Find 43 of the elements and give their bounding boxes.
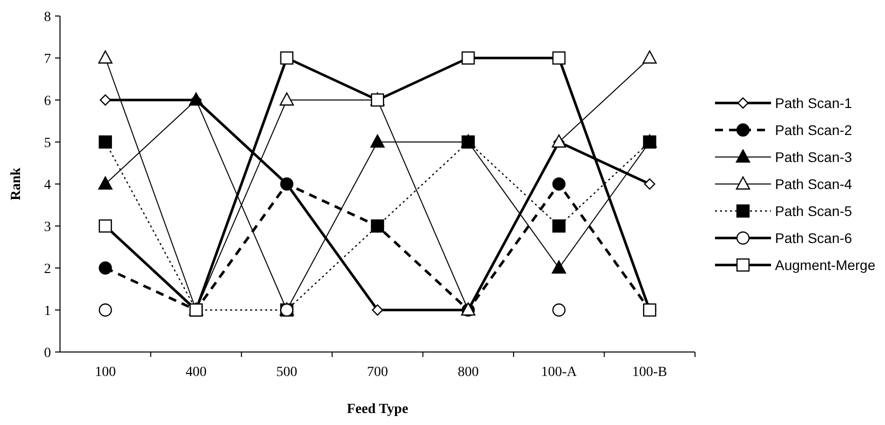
point <box>370 134 385 148</box>
point <box>372 304 384 316</box>
legend-label: Path Scan-2 <box>775 122 852 138</box>
point <box>100 94 111 106</box>
legend-label: Augment-Merge <box>775 256 876 273</box>
point <box>98 219 112 233</box>
y-tick-label: 0 <box>44 346 51 361</box>
x-tick-label: 500 <box>276 365 298 380</box>
x-tick-label: 100-B <box>632 365 668 380</box>
point <box>552 219 566 233</box>
x-tick-label: 800 <box>458 365 479 380</box>
y-tick-label: 1 <box>44 304 51 319</box>
x-tick-label: 700 <box>367 365 388 380</box>
y-tick-label: 6 <box>44 94 51 109</box>
point <box>280 51 294 65</box>
legend-label: Path Scan-3 <box>775 148 852 165</box>
point <box>552 51 566 65</box>
legend-label: Path Scan-1 <box>775 94 852 111</box>
point <box>642 50 657 64</box>
y-tick-label: 7 <box>44 52 51 67</box>
point <box>98 135 112 149</box>
y-tick-label: 8 <box>44 10 51 25</box>
y-tick-label: 3 <box>44 220 51 235</box>
point <box>552 260 566 274</box>
point <box>98 261 112 275</box>
point <box>370 219 384 233</box>
point <box>98 50 112 64</box>
x-tick-label: 100-A <box>541 365 578 380</box>
y-axis-title: Rank <box>9 167 24 200</box>
point <box>462 51 475 65</box>
x-tick-label: 100 <box>94 365 116 380</box>
point <box>644 178 656 190</box>
y-tick-label: 4 <box>44 178 51 193</box>
x-tick-label: 400 <box>186 365 207 380</box>
legend-label: Path Scan-5 <box>775 202 852 219</box>
y-tick-label: 2 <box>44 262 51 277</box>
legend-label: Path Scan-4 <box>775 176 852 192</box>
x-axis-title: Feed Type <box>346 402 408 417</box>
point <box>280 92 294 106</box>
point <box>552 177 566 191</box>
legend-label: Path Scan-6 <box>775 230 852 246</box>
y-tick-label: 5 <box>44 136 51 151</box>
point <box>98 176 112 190</box>
